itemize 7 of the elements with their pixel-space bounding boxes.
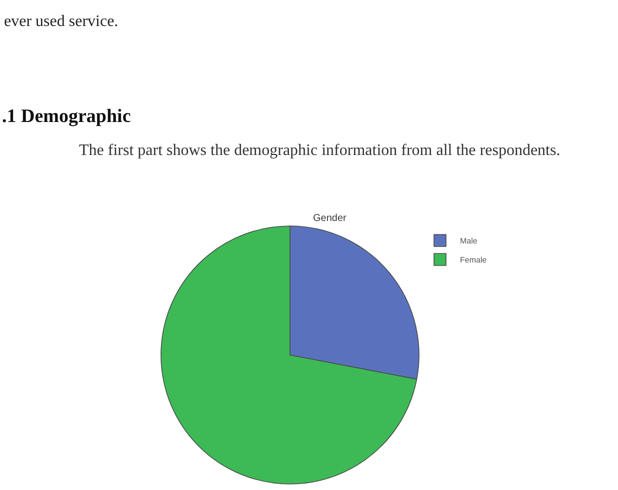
- text: .1 Demographic: [2, 106, 131, 127]
- pie-slice: [160, 226, 418, 484]
- chart-title: Gender: [313, 213, 348, 224]
- legend-label: Male: [460, 236, 478, 246]
- text: ever used service.: [4, 13, 118, 30]
- legend-label: Female: [460, 256, 488, 265]
- text: The first part shows the demographic information from all the respondents.: [79, 142, 560, 159]
